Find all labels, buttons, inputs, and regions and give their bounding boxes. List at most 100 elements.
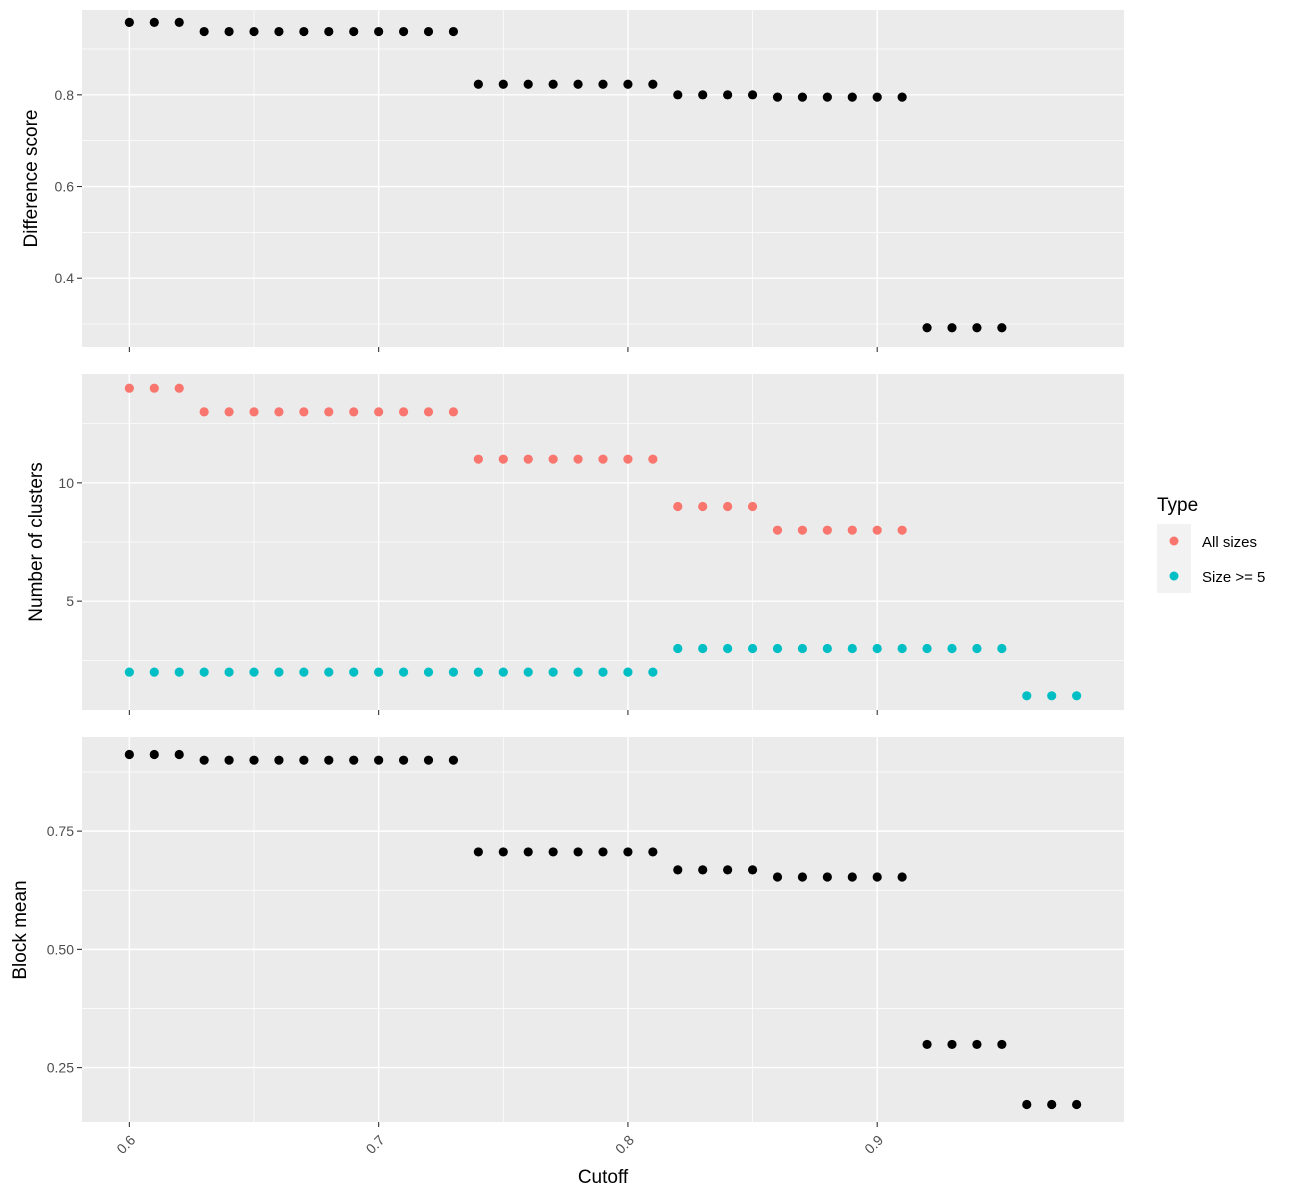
data-point <box>124 749 134 760</box>
y-axis-title: Block mean <box>10 880 31 979</box>
data-point <box>498 847 508 857</box>
data-point <box>274 755 284 765</box>
data-point <box>623 847 633 857</box>
data-point-series-1 <box>124 667 134 677</box>
data-point-series-0 <box>648 454 658 464</box>
y-tick-label: 10 <box>58 475 74 491</box>
y-tick-label: 0.4 <box>55 270 75 286</box>
data-point-series-1 <box>947 643 957 654</box>
y-tick-label: 0.25 <box>47 1060 74 1076</box>
data-point-series-0 <box>797 525 808 535</box>
data-point-series-1 <box>972 643 982 654</box>
data-point <box>648 79 658 89</box>
panel-block-mean: 0.250.500.75 0.6 0.7 0.8 0.9 Block mean Cut… <box>10 737 1124 1188</box>
data-point-series-1 <box>847 643 857 654</box>
y-axis-title: Difference score <box>21 110 42 248</box>
data-point-series-1 <box>398 667 409 677</box>
legend-key-all-sizes <box>1169 536 1179 546</box>
data-point-series-1 <box>772 643 783 654</box>
legend: Type All sizes Size >= 5 <box>1157 495 1265 593</box>
data-point <box>324 26 334 37</box>
data-point-series-1 <box>548 667 558 677</box>
data-point-series-0 <box>573 454 583 464</box>
data-point <box>698 865 708 875</box>
data-point-series-1 <box>623 667 633 677</box>
data-point <box>573 79 583 89</box>
data-point <box>922 1039 932 1050</box>
data-point <box>149 17 159 27</box>
data-point <box>723 865 733 875</box>
data-point-series-0 <box>124 383 134 393</box>
data-point-series-1 <box>698 643 708 654</box>
legend-title: Type <box>1157 495 1198 516</box>
data-point <box>498 79 508 89</box>
data-point-series-1 <box>299 667 309 677</box>
data-point <box>797 872 808 882</box>
y-axis: 0.4 0.6 0.8 <box>55 87 82 286</box>
data-point-series-1 <box>822 643 832 654</box>
data-point-series-0 <box>723 501 733 512</box>
data-point <box>224 755 234 765</box>
data-point <box>523 847 533 857</box>
data-point-series-1 <box>872 643 882 654</box>
data-point <box>398 26 409 37</box>
data-point-series-0 <box>398 407 409 417</box>
data-point-series-1 <box>249 667 259 677</box>
data-point-series-1 <box>997 643 1007 654</box>
data-point-series-1 <box>648 667 658 677</box>
data-point-series-0 <box>548 454 558 464</box>
data-point <box>224 26 234 37</box>
data-point-series-1 <box>1022 691 1032 701</box>
data-point <box>374 755 384 765</box>
data-point-series-1 <box>324 667 334 677</box>
x-axis-ticks <box>128 710 878 715</box>
data-point <box>174 749 184 760</box>
y-axis-title: Number of clusters <box>26 462 47 621</box>
data-point <box>747 865 758 875</box>
data-point <box>374 26 384 37</box>
data-point <box>598 847 608 857</box>
data-point-series-1 <box>473 667 483 677</box>
data-point <box>673 865 683 875</box>
data-point <box>174 17 184 27</box>
data-point <box>648 847 658 857</box>
y-axis: 5 10 <box>58 475 82 609</box>
panel-difference-score: 0.4 0.6 0.8 Difference score <box>21 10 1124 352</box>
data-point-series-0 <box>149 383 159 393</box>
data-point <box>324 755 334 765</box>
data-point-series-1 <box>149 667 159 677</box>
data-points <box>124 383 1082 701</box>
data-point <box>299 26 309 37</box>
data-point <box>349 26 359 37</box>
data-point-series-1 <box>349 667 359 677</box>
data-point <box>299 755 309 765</box>
data-point <box>199 26 209 37</box>
data-point <box>448 755 459 765</box>
data-point-series-1 <box>673 643 683 654</box>
data-point <box>473 847 483 857</box>
data-point-series-0 <box>698 501 708 512</box>
data-point <box>249 26 259 37</box>
data-point <box>897 92 907 102</box>
data-point <box>947 323 957 333</box>
grid-lines <box>82 374 1124 710</box>
data-point <box>997 323 1007 333</box>
data-point-series-1 <box>747 643 758 654</box>
data-point <box>598 79 608 89</box>
data-point <box>1022 1099 1032 1110</box>
y-tick-label: 5 <box>66 593 74 609</box>
legend-key-background <box>1157 524 1191 593</box>
data-point <box>797 92 808 102</box>
data-point-series-0 <box>598 454 608 464</box>
data-point <box>723 90 733 100</box>
data-point <box>747 90 758 100</box>
data-point <box>872 872 882 882</box>
data-point-series-0 <box>174 383 184 393</box>
grid-lines <box>82 10 1124 347</box>
legend-label-size-5: Size >= 5 <box>1202 569 1265 586</box>
data-point-series-0 <box>673 501 683 512</box>
data-point-series-0 <box>199 407 209 417</box>
data-point-series-1 <box>797 643 808 654</box>
data-point-series-0 <box>897 525 907 535</box>
data-point <box>972 323 982 333</box>
